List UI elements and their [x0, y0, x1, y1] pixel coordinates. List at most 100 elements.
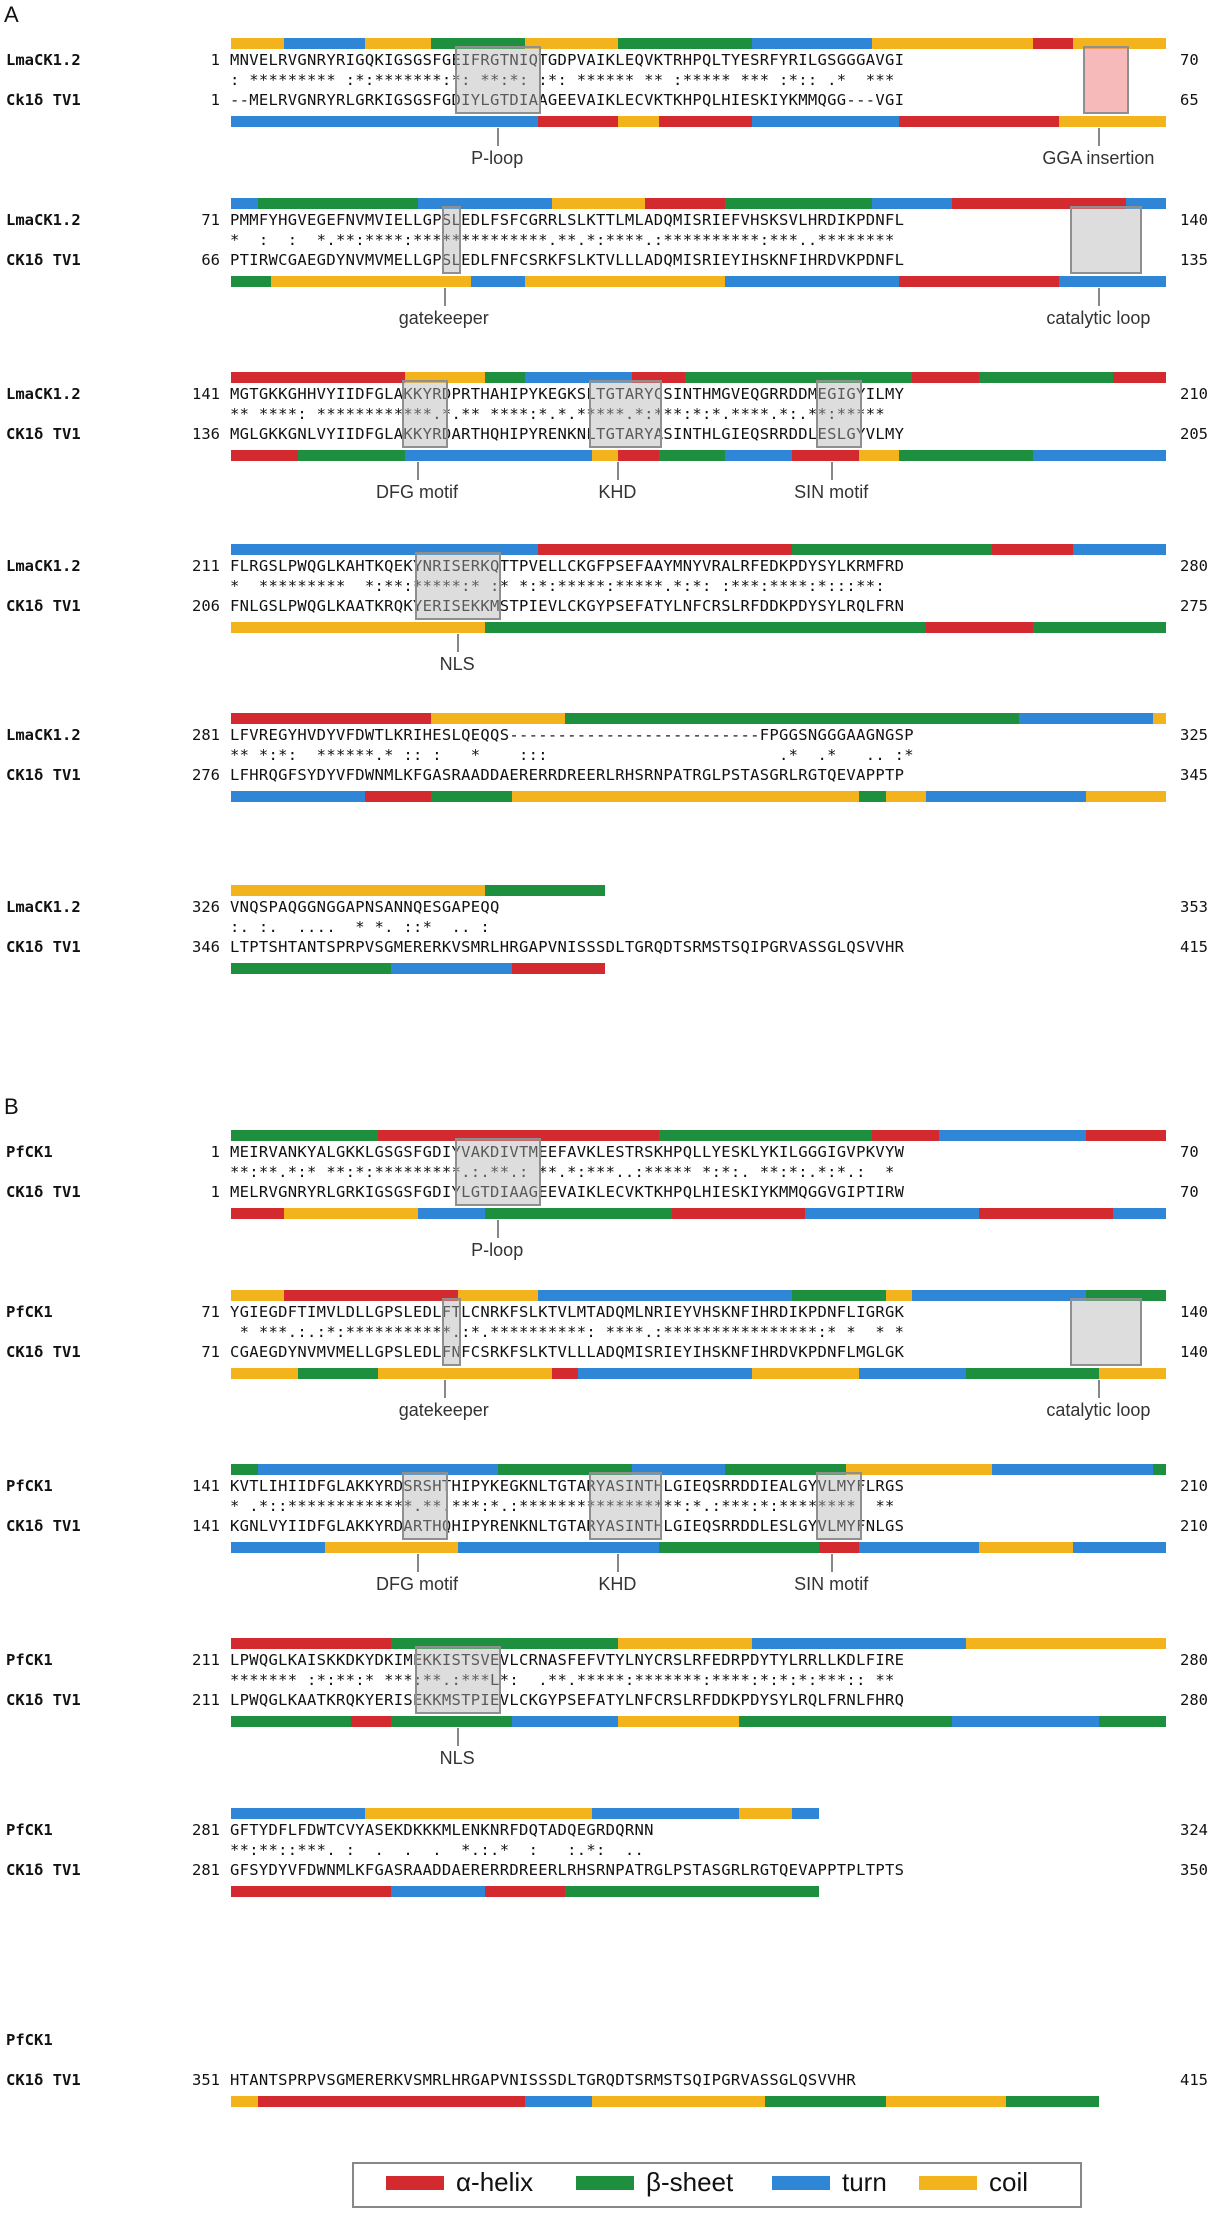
annotation-label: KHD [598, 1574, 637, 1594]
ss-segment [939, 1368, 966, 1379]
alignment-row-top: PfCK1 [0, 2028, 1226, 2052]
alignment-row-top: PfCK1 141 210 KVTLIHIIDFGLAKKYRDSRSHTHIPYKE… [0, 1474, 1226, 1498]
annotation-tick [497, 1220, 500, 1238]
annotation-tick [617, 1554, 620, 1572]
ss-segment [792, 1290, 886, 1301]
ss-segment [618, 38, 753, 49]
annotation-box [401, 380, 448, 448]
sequence-name: CK1δ TV1 [6, 425, 81, 443]
ss-segment [925, 622, 1033, 633]
alignment-block: PfCK1 141 210 KVTLIHIIDFGLAKKYRDSRSHTHIPYKE… [0, 1464, 1226, 1614]
start-position: 211 [192, 1691, 220, 1709]
ss-segment [1032, 622, 1167, 633]
ss-segment [524, 372, 632, 383]
ss-segment [618, 1716, 739, 1727]
sequence-text: KVTLIHIIDFGLAKKYRDSRSHTHIPYKEGKNLTGTARYA… [230, 1477, 905, 1495]
sequence-name: PfCK1 [6, 1651, 53, 1669]
end-position: 415 [1180, 938, 1208, 956]
ss-segment [925, 791, 1086, 802]
end-position: 345 [1180, 766, 1208, 784]
sequence-name: CK1δ TV1 [6, 1517, 81, 1535]
start-position: 71 [201, 1343, 220, 1361]
sequence-name: LmaCK1.2 [6, 898, 81, 916]
annotation-box [815, 1472, 862, 1540]
legend-swatch-helix [386, 2175, 444, 2190]
ss-segment [1086, 791, 1167, 802]
ss-segment [524, 2096, 592, 2107]
sequence-text: VNQSPAQGGNGGAPNSANNQESGAPEQQ [230, 898, 500, 916]
annotation-label: catalytic loop [1046, 1400, 1151, 1420]
ss-segment [404, 372, 485, 383]
sequence-text: MEIRVANKYALGKKLGSGSFGDIYVAKDIVTMEEFAVKLE… [230, 1143, 905, 1161]
alignment-block: LmaCK1.2 326 353 VNQSPAQGGNGGAPNSANNQESGAPE… [0, 885, 1226, 1035]
start-position: 1 [210, 1143, 220, 1161]
end-position: 324 [1180, 1821, 1208, 1839]
ss-bar-bottom [231, 1716, 1167, 1727]
ss-segment [231, 1208, 258, 1219]
ss-segment [324, 276, 352, 287]
ss-segment [792, 450, 859, 461]
sequence-text: CGAEGDYNVMVMELLGPSLEDLFNFCSRKFSLKTVLLLAD… [230, 1343, 905, 1361]
start-position: 351 [192, 2071, 220, 2089]
ss-segment [538, 544, 646, 555]
alignment-row-cons: ** ****: ************.*.** ****:*.*.****… [0, 402, 1226, 426]
start-position: 211 [192, 557, 220, 575]
sequence-name: PfCK1 [6, 1477, 53, 1495]
sequence-text: LFHRQGFSYDYVFDWNMLKFGASRAADDAERERRDREERL… [230, 766, 905, 784]
ss-segment [738, 1886, 819, 1897]
ss-bar-bottom [231, 1208, 1167, 1219]
ss-segment [752, 116, 899, 127]
alignment-row-cons: * ***.:.:*:***********.:*.**********: **… [0, 1320, 1226, 1344]
sequence-name: LmaCK1.2 [6, 385, 81, 403]
end-position: 325 [1180, 726, 1208, 744]
sequence-text: GFTYDFLFDWTCVYASEKDKKKMLENKNRFDQTADQEGRD… [230, 1821, 654, 1839]
sequence-text: MGTGKKGHHVYIIDFGLAKKYRDPRTHAHIPYKEGKSLTG… [230, 385, 905, 403]
ss-segment [431, 791, 472, 802]
start-position: 276 [192, 766, 220, 784]
sequence-name: LmaCK1.2 [6, 51, 81, 69]
alignment-row-bot: CK1δ TV1 66 135 PTIRWCGAEGDYNVMVMELLGPSLEDL… [0, 248, 1226, 272]
legend-item-helix: α-helix [386, 2167, 533, 2198]
ss-segment [858, 791, 886, 802]
ss-segment [257, 1208, 285, 1219]
sequence-text: LTPTSHTANTSPRPVSGMERERKVSMRLHRGAPVNISSSD… [230, 938, 905, 956]
end-position: 350 [1180, 1861, 1208, 1879]
panel-label-a: A [4, 2, 19, 27]
end-position: 280 [1180, 557, 1208, 575]
annotation-label: KHD [598, 482, 637, 502]
alignment-row-top: PfCK1 71 140 YGIEGDFTIMVLDLLGPSLEDLFTLCNRKF… [0, 1300, 1226, 1324]
alignment-row-cons: ******* :*:**:* ***:**.:***L*: .**.*****… [0, 1668, 1226, 1692]
ss-segment [725, 791, 859, 802]
ss-segment [231, 116, 392, 127]
ss-segment [484, 885, 579, 896]
legend-item-sheet: β-sheet [576, 2167, 733, 2198]
ss-segment [431, 2096, 525, 2107]
panel-label-b: B [4, 1094, 19, 1119]
ss-segment [1086, 1638, 1140, 1649]
alignment-row-cons: * ********* *:**:*****:* :* *:*:*****:**… [0, 574, 1226, 598]
alignment-row-top: LmaCK1.2 326 353 VNQSPAQGGNGGAPNSANNQESGAPE… [0, 895, 1226, 919]
alignment-block: PfCK1 281 324 GFTYDFLFDWTCVYASEKDKKKMLENKNR… [0, 1808, 1226, 1958]
end-position: 205 [1180, 425, 1208, 443]
ss-segment [1139, 38, 1167, 49]
ss-segment [297, 450, 405, 461]
annotation-label: SIN motif [794, 482, 869, 502]
start-position: 141 [192, 385, 220, 403]
ss-segment [324, 885, 485, 896]
alignment-row-top: LmaCK1.2 71 140 PMMFYHGVEGEFNVMVIELLGPSLEDL… [0, 208, 1226, 232]
ss-segment [444, 1368, 552, 1379]
ss-segment [912, 372, 980, 383]
alignment-block: PfCK1 71 140 YGIEGDFTIMVLDLLGPSLEDLFTLCNRKF… [0, 1290, 1226, 1440]
ss-segment [591, 450, 619, 461]
annotation-box [415, 552, 502, 620]
ss-segment [698, 276, 726, 287]
ss-segment [952, 198, 993, 209]
ss-segment [458, 1290, 539, 1301]
alignment-row-cons: ** *:*: ******.* :: : * ::: .* .* .. :* [0, 743, 1226, 767]
alignment-row-top: PfCK1 1 70 MEIRVANKYALGKKLGSGSFGDIYVAKDIVTM… [0, 1140, 1226, 1164]
annotation-label: P-loop [471, 1240, 524, 1260]
ss-segment [752, 1638, 833, 1649]
ss-segment [658, 116, 753, 127]
ss-bar-top [231, 38, 1167, 49]
ss-segment [792, 1808, 819, 1819]
